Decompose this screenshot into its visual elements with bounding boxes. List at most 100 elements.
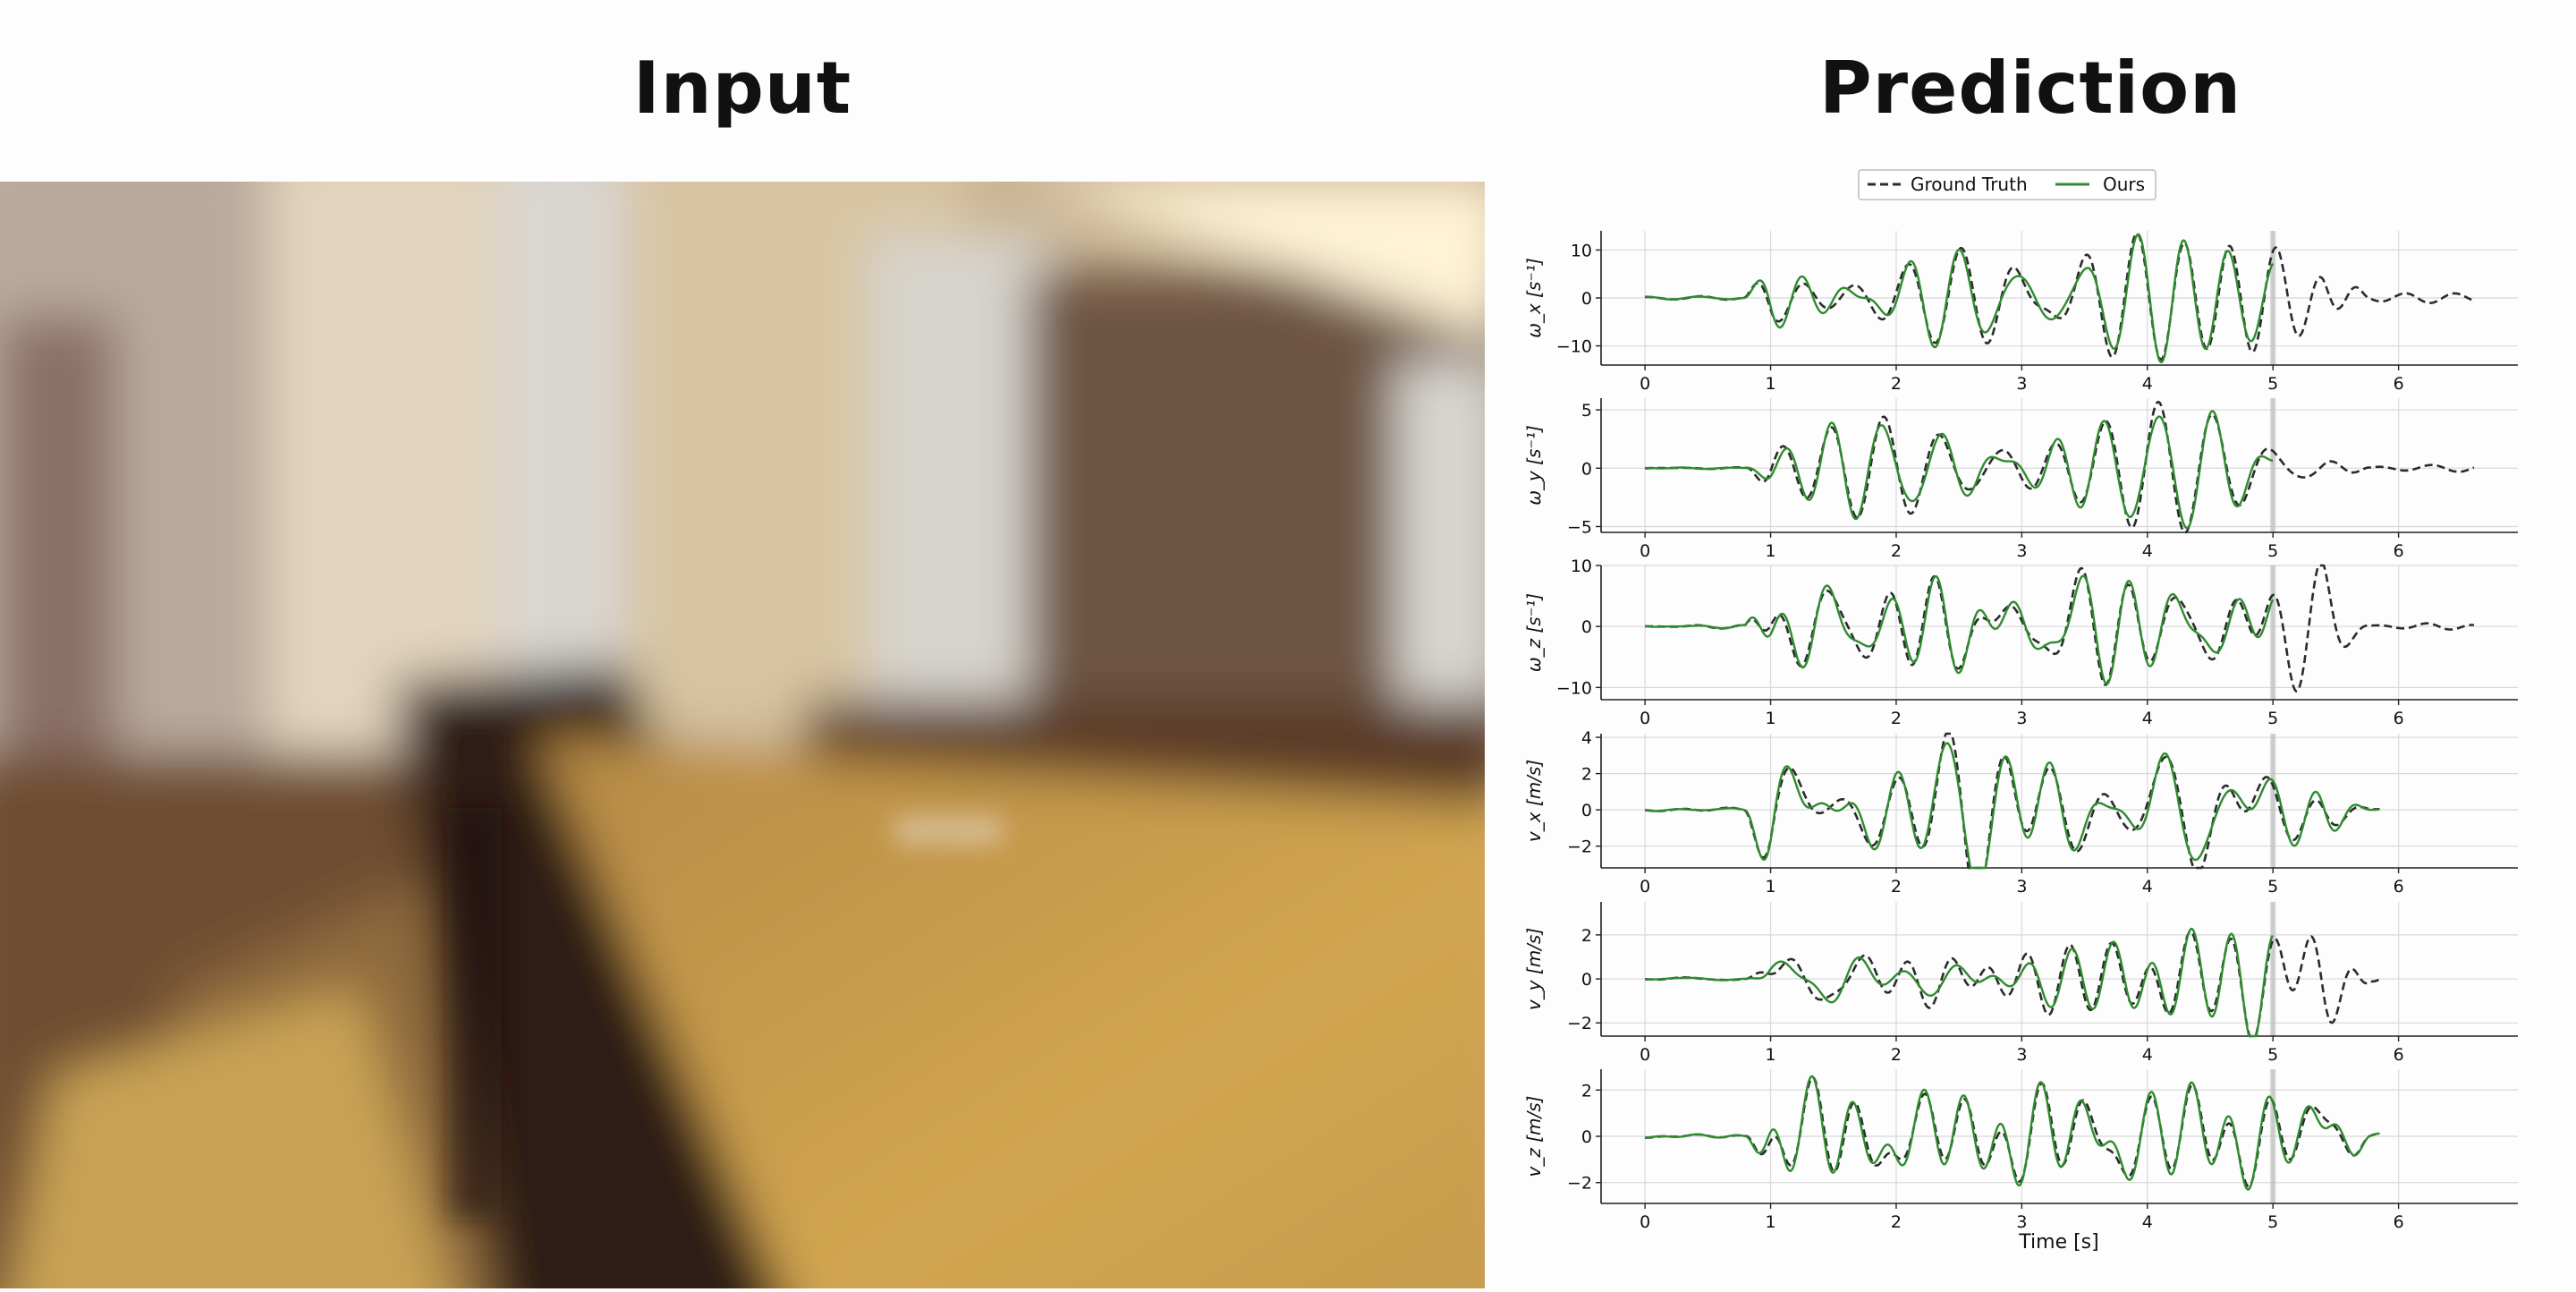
y-tick-label: 10: [1571, 557, 1592, 576]
subplot-6: −2 0 2 0 1 2 3 4 5 6 v_z [m/s]: [1523, 1069, 2518, 1232]
series-ours: [1645, 927, 2274, 1038]
x-tick-label: 2: [1891, 1212, 1902, 1232]
x-tick-label: 2: [1891, 1045, 1902, 1065]
y-tick-label: 2: [1581, 926, 1592, 946]
x-tick-label: 1: [1766, 877, 1776, 897]
boundary-marker: [2270, 231, 2276, 365]
y-tick-label: 0: [1581, 617, 1592, 637]
x-tick-label: 5: [2267, 709, 2278, 728]
y-tick-label: −10: [1556, 678, 1592, 698]
series-ground-truth: [1644, 400, 2475, 534]
x-tick-label: 6: [2394, 541, 2404, 561]
x-tick-label: 4: [2142, 709, 2153, 728]
x-tick-label: 3: [2016, 877, 2027, 897]
x-tick-label: 5: [2267, 1212, 2278, 1232]
legend-box: [1858, 169, 2157, 200]
y-tick-label: 0: [1581, 459, 1592, 479]
y-tick-label: 10: [1571, 241, 1592, 260]
blurred-room-photo: [0, 182, 1485, 1288]
series-ground-truth: [1644, 732, 2380, 870]
x-tick-label: 1: [1766, 709, 1776, 728]
x-tick-label: 2: [1891, 541, 1902, 561]
series-ours: [1645, 1075, 2380, 1191]
x-tick-label: 0: [1640, 541, 1650, 561]
x-tick-label: 0: [1640, 1212, 1650, 1232]
subplot-4: −2 0 2 4 0 1 2 3 4 5 6 v_x [m/s]: [1523, 728, 2518, 897]
x-tick-label: 6: [2394, 709, 2404, 728]
x-tick-label: 2: [1891, 374, 1902, 394]
x-tick-label: 2: [1891, 877, 1902, 897]
x-tick-label: 4: [2142, 877, 2153, 897]
subplot-2: −5 0 5 0 1 2 3 4 5 6 ω_y [s⁻¹]: [1523, 398, 2518, 561]
legend-ground-truth-label: Ground Truth: [1911, 174, 2028, 195]
x-tick-label: 0: [1640, 1045, 1650, 1065]
prediction-title: Prediction: [1818, 47, 2242, 130]
y-tick-label: 0: [1581, 1127, 1592, 1147]
subplot-5: −2 0 2 0 1 2 3 4 5 6 v_y [m/s]: [1523, 902, 2518, 1065]
y-axis-label: ω_y [s⁻¹]: [1523, 425, 1545, 506]
x-tick-label: 6: [2394, 1045, 2404, 1065]
series-ours: [1644, 742, 2380, 870]
y-axis-label: ω_z [s⁻¹]: [1523, 593, 1545, 672]
boundary-marker: [2270, 565, 2276, 700]
y-tick-label: −5: [1567, 517, 1592, 537]
x-tick-label: 3: [2016, 1212, 2027, 1232]
subplot-3: −10 0 10 0 1 2 3 4 5 6 ω_z [s⁻¹]: [1523, 557, 2518, 728]
x-tick-label: 0: [1640, 374, 1650, 394]
x-tick-label: 4: [2142, 541, 2153, 561]
x-tick-label: 0: [1640, 709, 1650, 728]
x-tick-label: 3: [2016, 541, 2027, 561]
y-tick-label: −2: [1567, 1174, 1592, 1194]
x-tick-label: 3: [2016, 709, 2027, 728]
y-tick-label: 0: [1581, 289, 1592, 309]
x-tick-label: 1: [1766, 1212, 1776, 1232]
input-image: [0, 182, 1485, 1288]
x-tick-label: 6: [2394, 1212, 2404, 1232]
y-tick-label: −10: [1556, 337, 1592, 357]
x-tick-label: 6: [2394, 374, 2404, 394]
series-ours: [1645, 410, 2274, 530]
series-ours: [1644, 233, 2275, 364]
x-tick-label: 6: [2394, 877, 2404, 897]
y-tick-label: 2: [1581, 765, 1592, 785]
boundary-marker: [2270, 1069, 2276, 1203]
x-tick-label: 0: [1640, 877, 1650, 897]
y-tick-label: −2: [1567, 837, 1592, 857]
y-axis-label: v_z [m/s]: [1523, 1096, 1545, 1177]
y-tick-label: 0: [1581, 801, 1592, 820]
subplot-1: −10 0 10 0 1 2 3 4 5 6 ω_x [s⁻¹]: [1523, 231, 2518, 394]
y-tick-label: 0: [1581, 970, 1592, 990]
x-tick-label: 1: [1766, 1045, 1776, 1065]
y-tick-label: 4: [1581, 728, 1592, 748]
series-ours: [1644, 574, 2275, 685]
x-tick-label: 1: [1766, 374, 1776, 394]
series-ground-truth: [1645, 564, 2475, 693]
x-tick-label: 5: [2267, 877, 2278, 897]
x-tick-label: 3: [2016, 1045, 2027, 1065]
x-tick-label: 5: [2267, 374, 2278, 394]
y-axis-label: v_y [m/s]: [1523, 928, 1545, 1010]
x-axis-label: Time [s]: [2018, 1231, 2098, 1254]
boundary-marker: [2270, 902, 2276, 1036]
y-axis-label: v_x [m/s]: [1523, 760, 1545, 842]
series-ground-truth: [1645, 232, 2475, 361]
legend: Ground Truth Ours: [1858, 169, 2157, 200]
boundary-marker: [2270, 734, 2276, 868]
y-tick-label: 5: [1581, 401, 1592, 421]
x-tick-label: 2: [1891, 709, 1902, 728]
x-tick-label: 4: [2142, 374, 2153, 394]
y-tick-label: −2: [1567, 1014, 1592, 1033]
prediction-chart: Ground Truth Ours −10 0 10 0 1 2 3 4 5 6 ω_x [s⁻¹]…: [1485, 161, 2576, 1288]
y-axis-label: ω_x [s⁻¹]: [1523, 258, 1545, 338]
x-tick-label: 5: [2267, 1045, 2278, 1065]
x-tick-label: 3: [2016, 374, 2027, 394]
y-tick-label: 2: [1581, 1081, 1592, 1101]
x-tick-label: 4: [2142, 1212, 2153, 1232]
legend-ours-label: Ours: [2103, 174, 2145, 195]
x-tick-label: 5: [2267, 541, 2278, 561]
x-tick-label: 4: [2142, 1045, 2153, 1065]
input-title: Input: [632, 47, 852, 130]
boundary-marker: [2270, 398, 2276, 532]
